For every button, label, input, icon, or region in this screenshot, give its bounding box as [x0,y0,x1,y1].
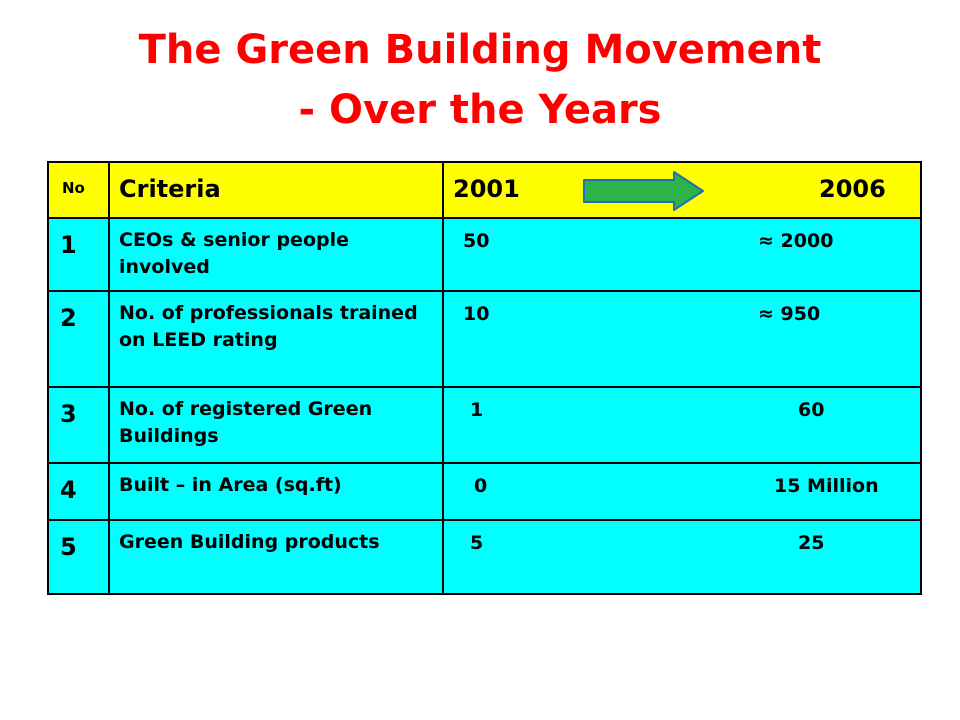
row-criteria: Green Building products [119,531,380,553]
value-2001: 1 [470,399,484,421]
header-years-cell: 2001 2006 [442,161,922,219]
table-row: 5 Green Building products 5 25 [47,519,922,595]
table-row: 1 CEOs & senior people involved 50 ≈ 200… [47,217,922,292]
table-row: 2 No. of professionals trained on LEED r… [47,290,922,388]
header-row: No Criteria 2001 2006 [47,161,922,219]
header-criteria-cell: Criteria [108,161,444,219]
header-no: No [62,179,85,197]
row-criteria-cell: Green Building products [108,519,444,595]
row-number: 2 [60,304,77,332]
row-no-cell: 3 [47,386,110,464]
row-criteria-cell: No. of registered Green Buildings [108,386,444,464]
row-values-cell: 5 25 [442,519,922,595]
value-2006: 15 Million [774,475,879,497]
row-number: 4 [60,476,77,504]
row-number: 5 [60,533,77,561]
header-no-cell: No [47,161,110,219]
value-2006: ≈ 2000 [758,230,834,252]
row-values-cell: 1 60 [442,386,922,464]
row-criteria: No. of professionals trained on LEED rat… [119,302,418,351]
row-criteria-cell: No. of professionals trained on LEED rat… [108,290,444,388]
value-2006: 60 [798,399,825,421]
header-year-to: 2006 [819,175,886,203]
row-number: 3 [60,400,77,428]
row-criteria-cell: Built – in Area (sq.ft) [108,462,444,521]
row-values-cell: 10 ≈ 950 [442,290,922,388]
row-values-cell: 0 15 Million [442,462,922,521]
title-line-1: The Green Building Movement [138,27,822,73]
row-no-cell: 2 [47,290,110,388]
row-criteria: No. of registered Green Buildings [119,398,373,447]
value-2006: ≈ 950 [758,303,821,325]
value-2001: 50 [463,230,490,252]
table-row: 4 Built – in Area (sq.ft) 0 15 Million [47,462,922,521]
row-no-cell: 1 [47,217,110,292]
row-criteria: Built – in Area (sq.ft) [119,474,342,496]
table-row: 3 No. of registered Green Buildings 1 60 [47,386,922,464]
row-criteria: CEOs & senior people involved [119,229,349,278]
criteria-table: No Criteria 2001 2006 1 CEOs & senior pe… [47,161,922,595]
value-2001: 0 [474,475,488,497]
value-2006: 25 [798,532,825,554]
row-no-cell: 5 [47,519,110,595]
row-number: 1 [60,231,77,259]
header-criteria: Criteria [119,175,221,203]
title-line-2: - Over the Years [298,87,662,133]
row-no-cell: 4 [47,462,110,521]
row-values-cell: 50 ≈ 2000 [442,217,922,292]
row-criteria-cell: CEOs & senior people involved [108,217,444,292]
right-arrow-icon [583,171,704,211]
value-2001: 5 [470,532,484,554]
value-2001: 10 [463,303,490,325]
header-year-from: 2001 [453,175,520,203]
